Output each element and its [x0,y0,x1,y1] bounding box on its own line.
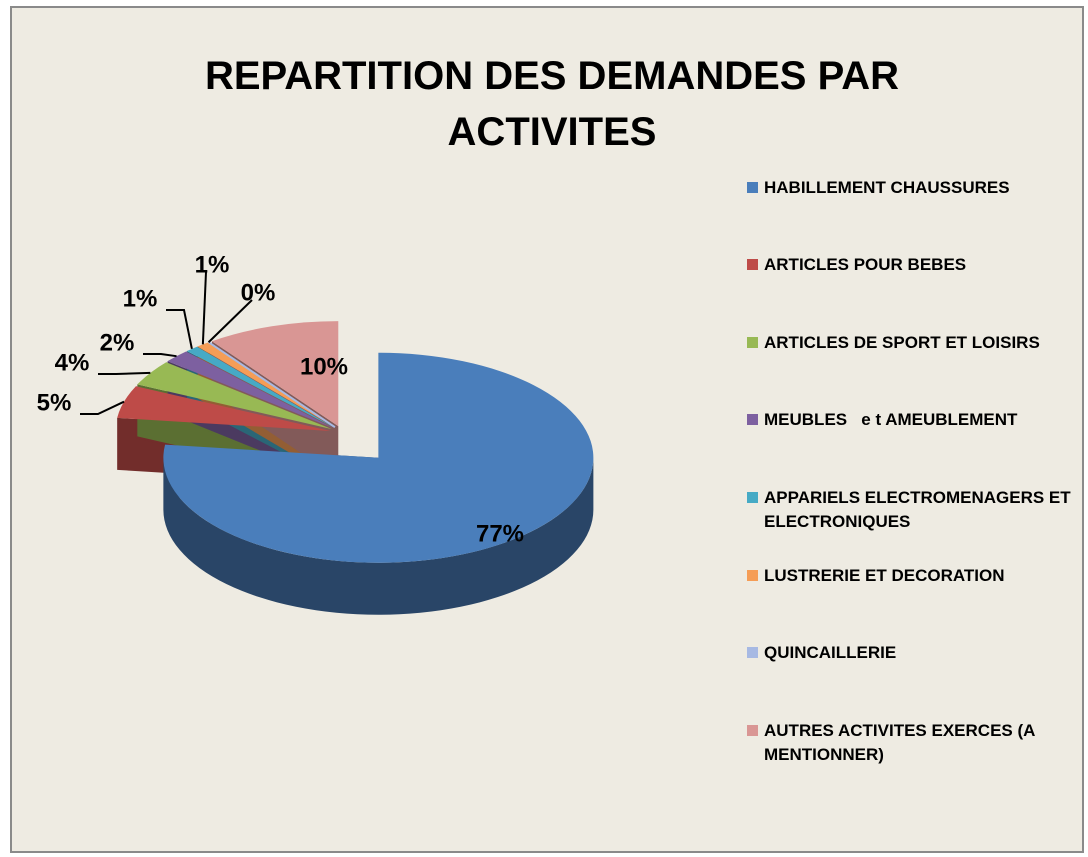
legend-entry: LUSTRERIE ET DECORATION [747,564,1082,588]
legend-label: LUSTRERIE ET DECORATION [764,566,1005,585]
legend-swatch [747,337,758,348]
legend-swatch [747,725,758,736]
legend-entry: HABILLEMENT CHAUSSURES [747,176,1082,200]
legend-entry: AUTRES ACTIVITES EXERCES (A MENTIONNER) [747,719,1082,767]
legend-swatch [747,647,758,658]
legend-swatch [747,414,758,425]
data-label: 5% [37,389,72,416]
legend-entry: ARTICLES DE SPORT ET LOISIRS [747,331,1082,355]
leader-line [166,309,193,350]
legend-swatch [747,182,758,193]
leader-line [80,400,125,415]
data-label: 4% [55,349,90,376]
pie-slice [211,321,339,427]
slice-side [163,457,594,615]
legend-label: QUINCAILLERIE [764,643,897,662]
leader-line [143,353,177,358]
leader-line [98,371,151,375]
legend-label: APPARIELS ELECTROMENAGERS ET ELECTRONIQU… [764,488,1076,531]
legend-entry: QUINCAILLERIE [747,641,1082,665]
legend-entry: MEUBLES e t AMEUBLEMENT [747,408,1082,432]
legend-label: AUTRES ACTIVITES EXERCES (A MENTIONNER) [764,721,1040,764]
data-label: 0% [241,279,276,306]
legend-entry: APPARIELS ELECTROMENAGERS ET ELECTRONIQU… [747,486,1082,534]
legend-swatch [747,570,758,581]
legend-label: HABILLEMENT CHAUSSURES [764,178,1010,197]
chart: 77% 5% 4% 2% 1% 1% 0% 10% [37,251,594,615]
pie-slice [186,346,335,428]
pie-slice [167,351,334,429]
leader-line [201,271,207,345]
data-label: 1% [195,251,230,278]
data-label: 10% [300,353,348,380]
leader-line [207,299,253,343]
pie-slice [163,352,594,563]
pie-slice [197,342,335,428]
legend-entry: ARTICLES POUR BEBES [747,253,1082,277]
pie-slice [137,362,332,430]
chart-title: REPARTITION DES DEMANDES PAR ACTIVITES [204,54,900,154]
legend-label: ARTICLES DE SPORT ET LOISIRS [764,333,1040,352]
data-label: 1% [123,285,158,312]
chart-frame: 77% 5% 4% 2% 1% 1% 0% 10% REPARTITION DES DEMAN… [10,6,1084,853]
legend-label: ARTICLES POUR BEBES [764,255,967,274]
legend-swatch [747,492,758,503]
data-label: 77% [476,520,524,547]
legend-swatch [747,259,758,270]
pie-slice [117,386,331,431]
legend-label: MEUBLES e t AMEUBLEMENT [764,410,1018,429]
data-label: 2% [100,329,135,356]
